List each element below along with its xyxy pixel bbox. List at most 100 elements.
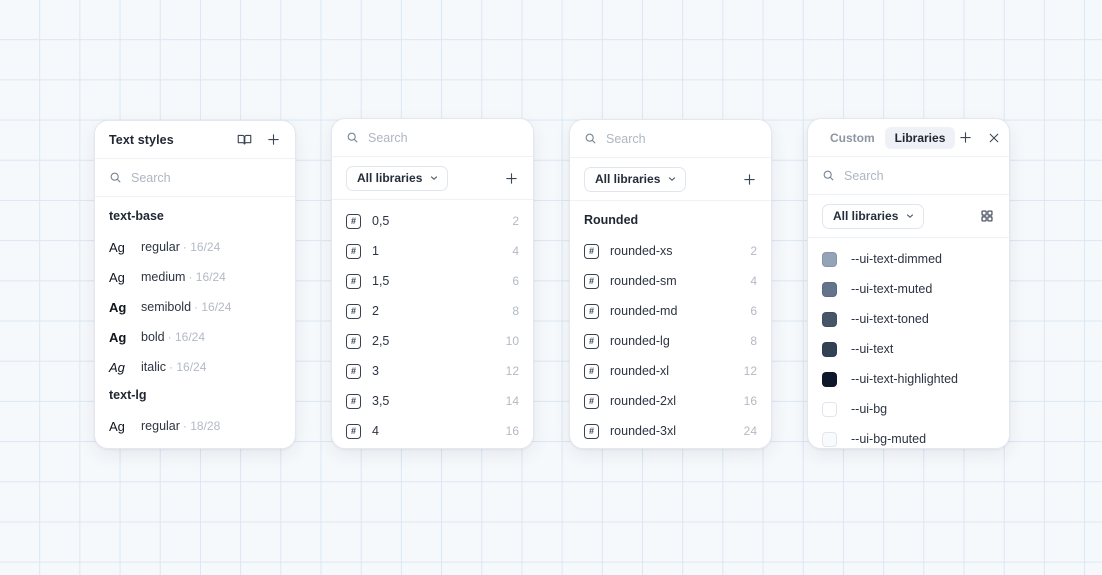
- style-weight: bold: [141, 330, 165, 344]
- plus-icon: [505, 172, 517, 184]
- plus-icon[interactable]: [955, 128, 975, 148]
- grid-view-icon[interactable]: [977, 206, 997, 226]
- library-filter-select[interactable]: All libraries: [822, 203, 925, 229]
- colors-search-row[interactable]: [808, 157, 1009, 195]
- list-item[interactable]: --ui-bg: [808, 394, 1009, 424]
- library-filter-label: All libraries: [595, 172, 661, 186]
- list-item[interactable]: Ag semibold · 16/24: [95, 292, 295, 322]
- list-item[interactable]: # rounded-lg 8: [570, 326, 771, 356]
- token-label: 1,5: [372, 274, 390, 288]
- token-label: rounded-2xl: [610, 394, 677, 408]
- token-value: 12: [743, 364, 757, 378]
- ag-preview: Ag: [109, 239, 125, 255]
- style-weight: semibold: [141, 300, 192, 314]
- radius-list: Rounded # rounded-xs 2 # rounded-sm 4 # …: [570, 201, 771, 446]
- list-item[interactable]: # 4 16: [332, 416, 533, 446]
- token-label: 3,5: [372, 394, 390, 408]
- hash-icon: #: [346, 333, 361, 349]
- list-item[interactable]: # rounded-md 6: [570, 296, 771, 326]
- list-item[interactable]: # 0,5 2: [332, 206, 533, 236]
- color-swatch: [822, 251, 837, 267]
- library-filter-select[interactable]: All libraries: [346, 165, 449, 191]
- token-label: 4: [372, 424, 379, 438]
- group-label-text-base: text-base: [109, 209, 164, 223]
- color-token-label: --ui-text-muted: [851, 282, 933, 296]
- token-value: 10: [505, 334, 519, 348]
- ag-preview: Ag: [109, 299, 127, 315]
- token-value: 2: [750, 244, 757, 258]
- list-item[interactable]: --ui-text-toned: [808, 304, 1009, 334]
- list-item[interactable]: # 2,5 10: [332, 326, 533, 356]
- list-item[interactable]: # rounded-2xl 16: [570, 386, 771, 416]
- chevron-down-icon: [669, 177, 676, 181]
- search-input[interactable]: [844, 168, 995, 183]
- list-item[interactable]: Ag regular · 16/24: [95, 232, 295, 262]
- tab-custom[interactable]: Custom: [830, 130, 875, 145]
- token-label: 3: [372, 364, 379, 378]
- token-value: 4: [512, 244, 519, 258]
- library-filter-select[interactable]: All libraries: [584, 166, 687, 192]
- search-icon: [346, 131, 359, 144]
- close-icon[interactable]: [984, 128, 1004, 148]
- style-weight: regular: [141, 240, 180, 254]
- group-label-text-lg: text-lg: [109, 388, 147, 402]
- list-item[interactable]: # 1 4: [332, 236, 533, 266]
- spacing-filter-row: All libraries: [332, 157, 533, 200]
- token-value: 8: [750, 334, 757, 348]
- token-value: 16: [505, 424, 519, 438]
- plus-icon: [743, 173, 755, 185]
- radius-search-row[interactable]: [570, 120, 771, 158]
- ag-preview: Ag: [109, 329, 127, 345]
- search-icon: [584, 132, 597, 145]
- radius-filter-row: All libraries: [570, 158, 771, 201]
- text-styles-header: Text styles: [95, 121, 295, 159]
- style-weight: regular: [141, 419, 180, 433]
- list-item[interactable]: --ui-text: [808, 334, 1009, 364]
- list-item[interactable]: --ui-text-muted: [808, 274, 1009, 304]
- group-label-rounded: Rounded: [584, 213, 639, 227]
- list-item[interactable]: Ag medium · 16/24: [95, 262, 295, 292]
- spacing-search-row[interactable]: [332, 119, 533, 157]
- token-label: 2,5: [372, 334, 390, 348]
- list-item[interactable]: # 3 12: [332, 356, 533, 386]
- list-item[interactable]: # rounded-xl 12: [570, 356, 771, 386]
- color-token-label: --ui-bg: [851, 402, 888, 416]
- token-label: rounded-xs: [610, 244, 673, 258]
- color-token-label: --ui-text-toned: [851, 312, 929, 326]
- list-item[interactable]: --ui-text-highlighted: [808, 364, 1009, 394]
- color-swatch: [822, 371, 837, 387]
- search-input[interactable]: [368, 130, 519, 145]
- hash-icon: #: [346, 243, 361, 259]
- list-item[interactable]: Ag regular · 18/28: [95, 411, 295, 441]
- token-value: 4: [750, 274, 757, 288]
- token-value: 6: [750, 304, 757, 318]
- text-styles-list: text-base Ag regular · 16/24 Ag medium ·…: [95, 197, 295, 441]
- list-item[interactable]: # 3,5 14: [332, 386, 533, 416]
- spacing-panel: All libraries # 0,5 2 # 1 4 # 1,5: [331, 118, 534, 449]
- search-input[interactable]: [131, 170, 281, 185]
- list-item[interactable]: # 2 8: [332, 296, 533, 326]
- search-icon: [109, 171, 122, 184]
- book-icon[interactable]: [234, 130, 254, 150]
- plus-icon[interactable]: [263, 130, 283, 150]
- library-filter-label: All libraries: [357, 171, 423, 185]
- text-styles-search-row[interactable]: [95, 159, 295, 197]
- add-token-button[interactable]: [501, 168, 521, 188]
- list-item[interactable]: # rounded-3xl 24: [570, 416, 771, 446]
- ag-preview: Ag: [109, 359, 125, 375]
- list-item[interactable]: # rounded-sm 4: [570, 266, 771, 296]
- list-item[interactable]: Ag bold · 16/24: [95, 322, 295, 352]
- add-token-button[interactable]: [739, 169, 759, 189]
- list-item[interactable]: # 1,5 6: [332, 266, 533, 296]
- list-item[interactable]: # rounded-xs 2: [570, 236, 771, 266]
- tab-libraries[interactable]: Libraries: [884, 126, 956, 149]
- list-item[interactable]: --ui-bg-muted: [808, 424, 1009, 448]
- text-styles-panel: Text styles text-base Ag: [94, 120, 296, 449]
- hash-icon: #: [584, 333, 599, 349]
- list-item[interactable]: --ui-text-dimmed: [808, 244, 1009, 274]
- token-label: 0,5: [372, 214, 390, 228]
- filter-actions: [739, 169, 759, 189]
- list-item[interactable]: Ag italic · 16/24: [95, 352, 295, 382]
- colors-tabs-header: Custom Libraries: [808, 119, 1009, 157]
- search-input[interactable]: [606, 131, 757, 146]
